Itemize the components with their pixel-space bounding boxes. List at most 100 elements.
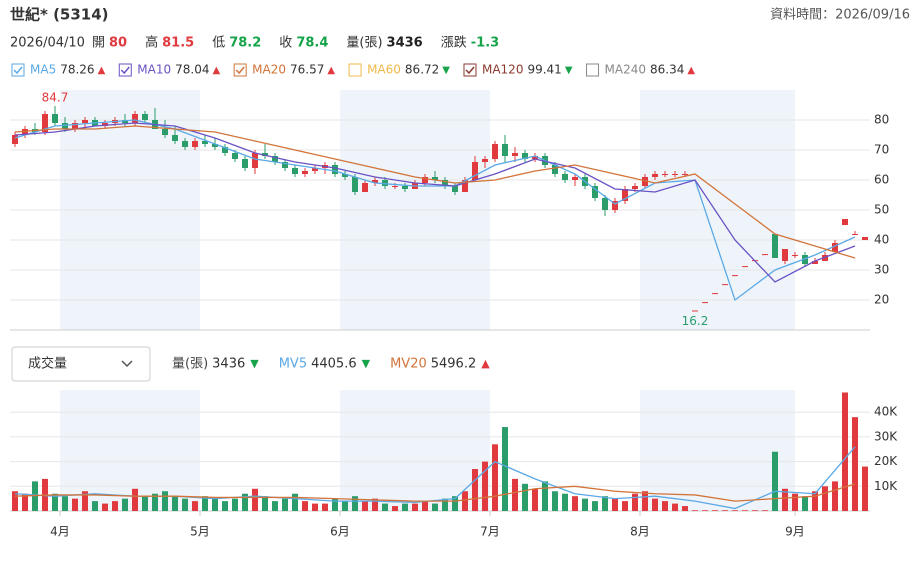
legend-name: MA5 — [30, 63, 56, 77]
volume-bar — [212, 498, 218, 511]
legend-value: 86.72 — [405, 63, 439, 77]
legend-trend: ▲ — [327, 65, 335, 76]
volume-bar — [182, 498, 188, 511]
candle-body — [52, 114, 58, 123]
volume-bar — [52, 493, 58, 511]
legend-checkbox[interactable] — [11, 63, 25, 77]
volume-bar — [442, 498, 448, 511]
volume-bar — [202, 496, 208, 511]
legend-check — [13, 66, 23, 75]
volume-bar — [812, 491, 818, 511]
candle-body — [462, 180, 468, 192]
volume-bar — [12, 491, 18, 511]
volume-bar — [322, 503, 328, 511]
volume-bar — [172, 496, 178, 511]
volume-bar — [682, 506, 688, 511]
legend-value: 78.26 — [60, 63, 94, 77]
quote-value: -1.3 — [471, 36, 499, 51]
legend-check — [235, 66, 245, 75]
candle-body — [392, 186, 398, 187]
candle-body — [242, 159, 248, 168]
volume-bar — [102, 503, 108, 511]
candle-body — [772, 234, 778, 258]
candle-body — [432, 177, 438, 180]
candle-body — [492, 144, 498, 159]
candle-body — [372, 180, 378, 183]
volume-bar — [112, 501, 118, 511]
volume-bar — [62, 496, 68, 511]
legend-checkbox[interactable] — [348, 63, 362, 77]
candle-body — [182, 141, 188, 147]
legend-checkbox[interactable] — [586, 63, 600, 77]
candle-body — [732, 275, 738, 277]
candle-body — [262, 153, 268, 156]
volume-legend-value: 4405.6 — [311, 357, 357, 372]
candle-body — [792, 255, 798, 256]
legend-trend: ▲ — [98, 65, 106, 76]
volume-bar — [262, 496, 268, 511]
y-tick-label: 40K — [874, 405, 898, 419]
legend-name: MA120 — [482, 63, 523, 77]
quote-date: 2026/04/10 — [10, 36, 85, 51]
quote-value: 78.4 — [296, 36, 328, 51]
volume-bar — [832, 481, 838, 511]
volume-legend-trend: ▲ — [481, 357, 490, 370]
quote-label: 低 — [212, 36, 225, 51]
candle-body — [842, 219, 848, 225]
volume-bar — [712, 510, 718, 511]
candle-body — [212, 144, 218, 147]
legend-trend: ▼ — [442, 65, 450, 76]
y-tick-label: 80 — [874, 113, 889, 127]
volume-bar — [492, 444, 498, 511]
legend-trend: ▼ — [565, 65, 573, 76]
y-tick-label: 40 — [874, 233, 889, 247]
volume-bar — [452, 496, 458, 511]
volume-bar — [392, 506, 398, 511]
volume-bar — [272, 501, 278, 511]
extreme-label: 16.2 — [682, 314, 709, 328]
candle-body — [252, 153, 258, 168]
legend-checkbox[interactable] — [233, 63, 247, 77]
volume-bar — [562, 493, 568, 511]
indicator-select-text[interactable]: 成交量 — [28, 356, 67, 372]
stock-title: 世紀* (5314) — [10, 6, 109, 24]
candle-body — [862, 237, 868, 240]
legend-trend: ▲ — [687, 65, 695, 76]
x-tick-label: 5月 — [190, 525, 210, 539]
x-tick-label: 6月 — [330, 525, 350, 539]
candle-body — [72, 123, 78, 129]
quote-value: 81.5 — [162, 36, 194, 51]
candle-body — [162, 129, 168, 135]
volume-bar — [792, 493, 798, 511]
volume-bar — [752, 510, 758, 511]
volume-bar — [772, 451, 778, 511]
legend-checkbox[interactable] — [463, 63, 477, 77]
legend-checkbox[interactable] — [118, 63, 132, 77]
volume-bar — [142, 496, 148, 511]
candle-body — [692, 310, 698, 312]
candle-body — [672, 174, 678, 175]
volume-bar — [22, 493, 28, 511]
volume-bar — [152, 493, 158, 511]
candle-body — [532, 156, 538, 159]
volume-bar — [672, 503, 678, 511]
volume-bar — [552, 491, 558, 511]
legend-check — [120, 66, 130, 75]
candle-body — [502, 144, 508, 156]
quote-label: 高 — [145, 35, 158, 51]
candle-body — [102, 123, 108, 126]
extreme-label: 84.7 — [42, 90, 69, 104]
volume-bar — [692, 510, 698, 511]
volume-bar — [362, 501, 368, 511]
volume-bar — [522, 483, 528, 511]
legend-value: 99.41 — [527, 63, 561, 77]
volume-bar — [722, 510, 728, 511]
volume-bar — [332, 498, 338, 511]
timestamp: 資料時間：2026/09/16 — [770, 8, 910, 23]
candle-body — [612, 201, 618, 210]
indicator-select[interactable] — [11, 346, 151, 382]
y-tick-label: 50 — [874, 203, 889, 217]
candle-body — [642, 177, 648, 186]
candle-body — [132, 114, 138, 123]
candle-body — [682, 174, 688, 175]
